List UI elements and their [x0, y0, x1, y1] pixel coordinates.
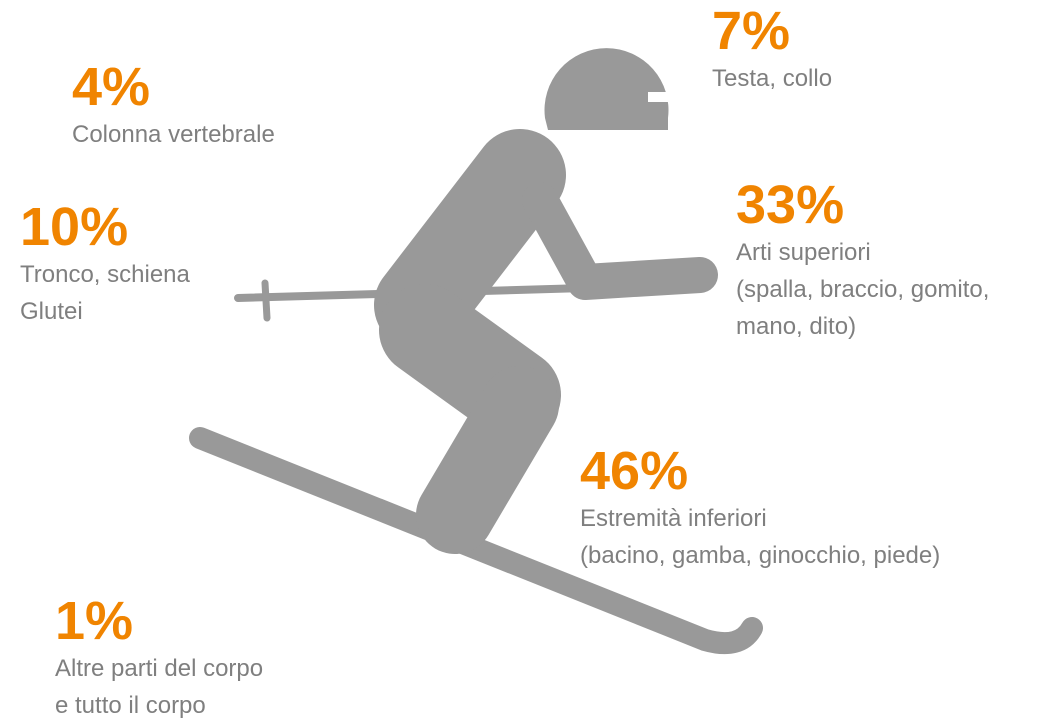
percent-label: 7% — [712, 2, 832, 60]
injury-item: 33%Arti superiori(spalla, braccio, gomit… — [736, 176, 989, 345]
description-line: Testa, collo — [712, 60, 832, 97]
description-line: (spalla, braccio, gomito, — [736, 271, 989, 308]
percent-label: 46% — [580, 442, 940, 500]
description-line: Estremità inferiori — [580, 500, 940, 537]
description-line: Arti superiori — [736, 234, 989, 271]
description-line: Tronco, schiena — [20, 256, 190, 293]
injury-item: 46%Estremità inferiori(bacino, gamba, gi… — [580, 442, 940, 574]
percent-label: 1% — [55, 592, 263, 650]
percent-label: 4% — [72, 58, 275, 116]
description-line: Glutei — [20, 293, 190, 330]
injury-item: 7%Testa, collo — [712, 2, 832, 97]
description-line: (bacino, gamba, ginocchio, piede) — [580, 537, 940, 574]
percent-label: 33% — [736, 176, 989, 234]
description-line: Colonna vertebrale — [72, 116, 275, 153]
percent-label: 10% — [20, 198, 190, 256]
description-line: mano, dito) — [736, 308, 989, 345]
infographic: 7%Testa, collo 4%Colonna vertebrale 10%Tro… — [0, 0, 1046, 715]
description-line: e tutto il corpo — [55, 687, 263, 724]
description-line: Altre parti del corpo — [55, 650, 263, 687]
injury-item: 4%Colonna vertebrale — [72, 58, 275, 153]
